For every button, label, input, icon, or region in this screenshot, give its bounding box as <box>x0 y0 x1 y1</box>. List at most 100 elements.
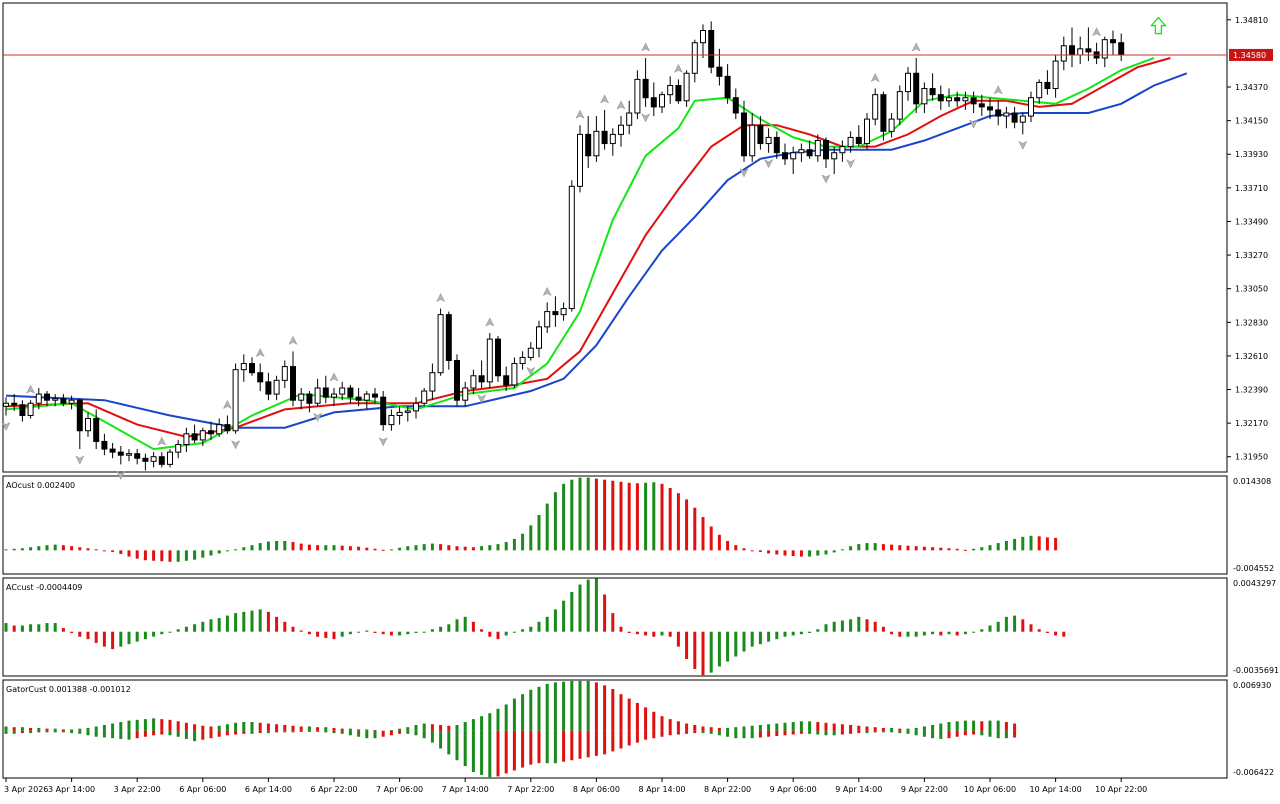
candle[interactable] <box>773 131 780 159</box>
candle[interactable] <box>814 134 821 162</box>
candle[interactable] <box>650 82 657 117</box>
candle[interactable] <box>199 427 206 447</box>
candle[interactable] <box>1003 106 1010 129</box>
candle[interactable] <box>265 372 272 401</box>
candle[interactable] <box>1101 36 1108 68</box>
candle[interactable] <box>855 125 862 147</box>
candle[interactable] <box>372 387 378 404</box>
candle[interactable] <box>290 351 296 407</box>
candle[interactable] <box>208 421 214 440</box>
price-panel[interactable]: 1.34810 1.34370 1.34150 1.33930 1.33710 1.334… <box>1 16 1273 480</box>
candle[interactable] <box>437 308 444 376</box>
candle[interactable] <box>519 351 526 370</box>
candle[interactable] <box>782 143 788 165</box>
candle[interactable] <box>404 406 411 422</box>
candle[interactable] <box>642 57 649 107</box>
candle[interactable] <box>1019 112 1026 135</box>
candle[interactable] <box>987 97 993 120</box>
candle[interactable] <box>158 452 165 468</box>
candle[interactable] <box>249 357 255 376</box>
candle[interactable] <box>593 116 600 162</box>
candle[interactable] <box>511 357 518 388</box>
candle[interactable] <box>577 125 583 193</box>
candle[interactable] <box>495 336 501 382</box>
candle[interactable] <box>732 88 739 120</box>
candle[interactable] <box>659 91 665 113</box>
candle[interactable] <box>19 400 26 422</box>
candle[interactable] <box>109 442 116 459</box>
candle[interactable] <box>880 91 887 141</box>
candle[interactable] <box>618 116 624 147</box>
candle[interactable] <box>1085 27 1092 62</box>
candle[interactable] <box>1069 27 1075 68</box>
candle[interactable] <box>85 412 91 437</box>
candle[interactable] <box>929 73 936 101</box>
candle[interactable] <box>355 387 362 407</box>
candle[interactable] <box>683 70 690 107</box>
candle[interactable] <box>667 76 674 104</box>
candle[interactable] <box>896 85 903 126</box>
candle[interactable] <box>331 387 337 407</box>
candle[interactable] <box>175 439 182 459</box>
candle[interactable] <box>314 378 321 407</box>
candle[interactable] <box>831 146 838 175</box>
ac-panel[interactable]: 0.0043297 -0.0035691 ACcust -0.0004409 <box>4 578 1280 676</box>
candle[interactable] <box>708 21 715 74</box>
candle[interactable] <box>421 387 428 407</box>
candle[interactable] <box>470 369 477 395</box>
gator-panel[interactable]: 0.006930 -0.006422 GatorCust 0.001388 -0.0… <box>4 680 1275 778</box>
candle[interactable] <box>126 449 132 462</box>
candle[interactable] <box>306 391 313 413</box>
candle[interactable] <box>1028 91 1034 123</box>
candle[interactable] <box>380 391 387 431</box>
candle[interactable] <box>839 140 846 162</box>
candle[interactable] <box>954 91 961 107</box>
candle[interactable] <box>298 387 305 410</box>
candle[interactable] <box>921 82 928 113</box>
candle[interactable] <box>134 449 141 465</box>
candle[interactable] <box>601 109 608 150</box>
candle[interactable] <box>35 387 42 410</box>
candle[interactable] <box>978 94 985 117</box>
candle[interactable] <box>396 406 403 425</box>
candle[interactable] <box>363 391 370 410</box>
candle[interactable] <box>27 400 34 419</box>
candle[interactable] <box>117 446 124 465</box>
candle[interactable] <box>3 397 9 416</box>
candle[interactable] <box>675 79 682 104</box>
candle[interactable] <box>486 332 493 388</box>
candle[interactable] <box>962 91 969 110</box>
candle[interactable] <box>281 360 288 388</box>
candle[interactable] <box>413 397 419 419</box>
candle[interactable] <box>93 409 100 450</box>
candle[interactable] <box>101 433 108 456</box>
candle[interactable] <box>888 112 895 138</box>
candle[interactable] <box>454 354 460 407</box>
candle[interactable] <box>905 67 911 101</box>
candle[interactable] <box>232 363 239 434</box>
candle[interactable] <box>1118 33 1125 62</box>
candle[interactable] <box>1011 106 1018 129</box>
candle[interactable] <box>1052 54 1059 98</box>
candle[interactable] <box>790 146 797 175</box>
candle[interactable] <box>1060 36 1067 71</box>
ao-panel[interactable]: 0.014308 -0.004552 AOcust 0.002400 <box>4 477 1275 573</box>
candle[interactable] <box>347 384 354 404</box>
candle[interactable] <box>388 409 395 431</box>
candle[interactable] <box>560 302 567 321</box>
candle[interactable] <box>240 354 247 382</box>
candle[interactable] <box>937 85 944 110</box>
candle[interactable] <box>445 311 452 370</box>
candle[interactable] <box>183 427 190 453</box>
candle[interactable] <box>462 381 469 407</box>
candle[interactable] <box>339 381 346 401</box>
candle[interactable] <box>691 39 698 83</box>
candle[interactable] <box>585 116 592 168</box>
candle[interactable] <box>1036 79 1043 104</box>
candle[interactable] <box>552 296 559 327</box>
candle[interactable] <box>52 394 59 407</box>
candle[interactable] <box>1077 36 1084 65</box>
candle[interactable] <box>716 48 723 86</box>
